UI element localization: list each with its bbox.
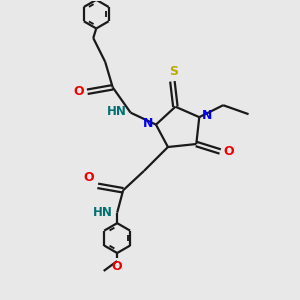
Text: HN: HN — [107, 105, 127, 118]
Text: N: N — [202, 109, 212, 122]
Text: HN: HN — [93, 206, 113, 219]
Text: N: N — [143, 117, 154, 130]
Text: O: O — [224, 145, 234, 158]
Text: O: O — [73, 85, 84, 98]
Text: O: O — [112, 260, 122, 273]
Text: S: S — [169, 65, 178, 78]
Text: O: O — [83, 171, 94, 184]
